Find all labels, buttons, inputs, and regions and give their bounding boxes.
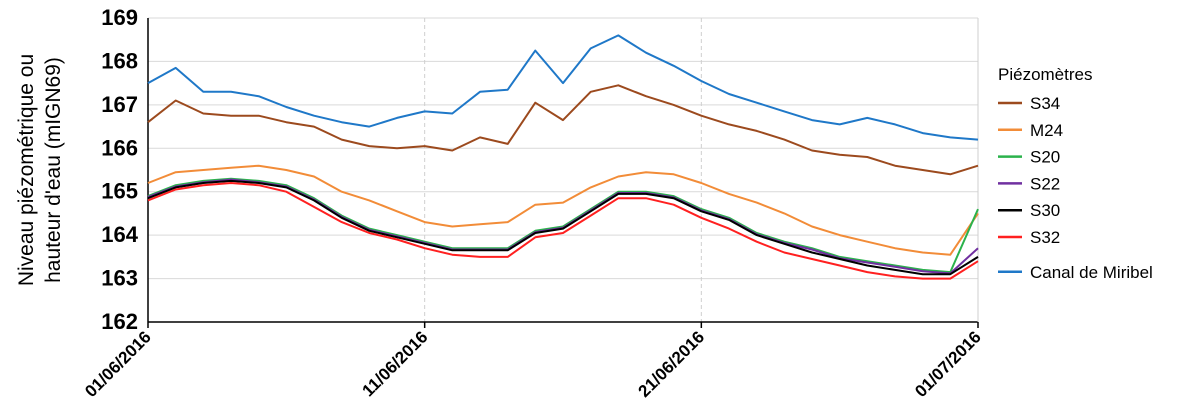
series-line-s34 [147, 84, 979, 176]
legend-title: Piézomètres [998, 65, 1092, 84]
y-tick-labels: 162 163 164 165 166 167 168 169 [101, 5, 138, 334]
series-line-s32 [147, 182, 979, 280]
series-line-s20 [147, 177, 979, 274]
legend-label: S22 [1030, 174, 1060, 193]
y-tick-label: 166 [101, 135, 138, 160]
x-tick-label: 21/06/2016 [635, 327, 709, 401]
x-tick-label: 01/07/2016 [911, 327, 985, 401]
grid-lines [148, 17, 978, 322]
series-lines [147, 34, 979, 280]
legend-label: M24 [1030, 121, 1063, 140]
y-axis-label-line-1: Niveau piézométrique ou [15, 54, 38, 286]
legend: Piézomètres S34 M24 S20 S22 S30 S32 Canal de M… [998, 65, 1153, 282]
x-tick-label: 11/06/2016 [359, 327, 432, 400]
y-axis-label: Niveau piézométrique ou hauteur d'eau (m… [15, 54, 65, 286]
axes [147, 18, 979, 328]
legend-label: Canal de Miribel [1030, 263, 1153, 282]
y-tick-label: 168 [101, 48, 138, 73]
legend-label: S20 [1030, 148, 1060, 167]
y-tick-label: 163 [101, 266, 138, 291]
x-tick-label: 01/06/2016 [81, 327, 155, 401]
y-tick-label: 165 [101, 179, 138, 204]
x-tick-labels: 01/06/2016 11/06/2016 21/06/2016 01/07/2016 [81, 327, 985, 401]
series-line-s30 [147, 179, 979, 276]
y-tick-label: 169 [101, 5, 138, 30]
series-line-canal-de-miribel [147, 34, 979, 141]
series-line-m24 [147, 164, 979, 256]
legend-label: S32 [1030, 228, 1060, 247]
legend-label: S34 [1030, 94, 1060, 113]
y-tick-label: 162 [101, 309, 138, 334]
y-tick-label: 164 [101, 222, 138, 247]
y-tick-label: 167 [101, 92, 138, 117]
y-axis-label-line-2: hauteur d'eau (mIGN69) [42, 57, 65, 283]
legend-label: S30 [1030, 201, 1060, 220]
